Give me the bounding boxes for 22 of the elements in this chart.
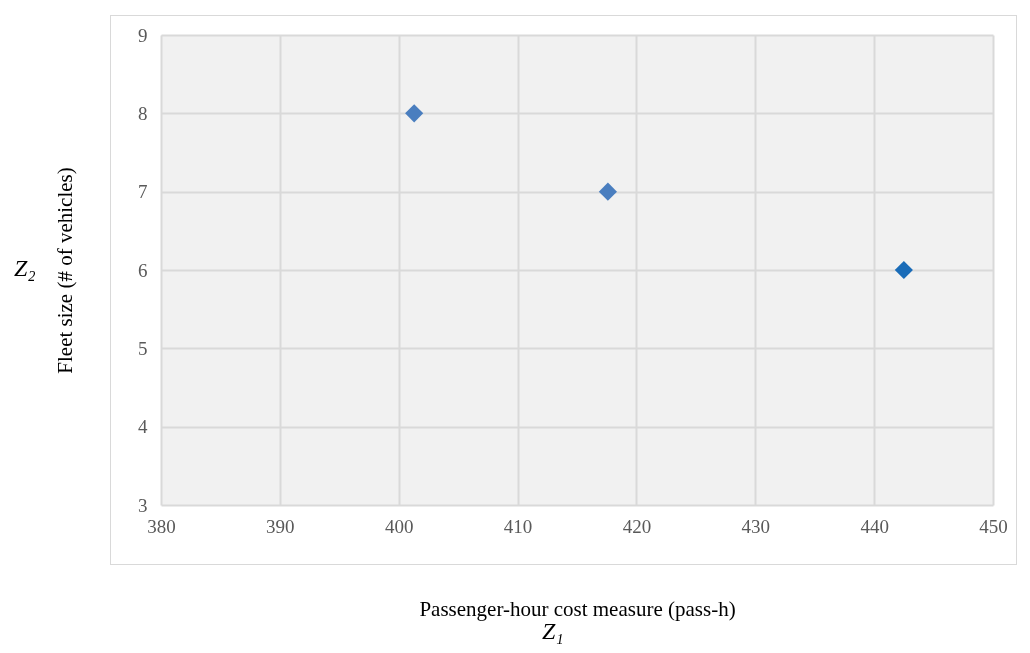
x-tick-label: 440 <box>860 515 889 537</box>
x-tick-label: 390 <box>266 515 295 537</box>
x-tick-label: 400 <box>384 515 414 537</box>
text: Z₁ <box>542 618 564 645</box>
x-axis-title: Passenger-hour cost measure (pass-h) <box>419 596 736 621</box>
y-tick-label: 9 <box>138 24 148 46</box>
x-tick-label: 420 <box>622 515 652 537</box>
y-tick-label: 4 <box>138 416 148 438</box>
point <box>405 104 424 123</box>
text: Z₂ <box>14 255 36 282</box>
y-tick-label: 7 <box>138 181 148 203</box>
x-tick-label: 450 <box>979 515 1008 537</box>
x-tick-label: 380 <box>147 515 176 537</box>
point <box>598 182 617 201</box>
y-tick-label: 8 <box>138 102 148 124</box>
x-tick-label: 410 <box>503 515 533 537</box>
y-tick-label: 6 <box>138 259 148 281</box>
y-tick-label: 3 <box>138 494 148 516</box>
y-tick-label: 5 <box>138 337 148 359</box>
x-tick-label: 430 <box>741 515 771 537</box>
y-axis-title: Fleet size (# of vehicles) <box>52 167 77 374</box>
point <box>894 260 913 280</box>
